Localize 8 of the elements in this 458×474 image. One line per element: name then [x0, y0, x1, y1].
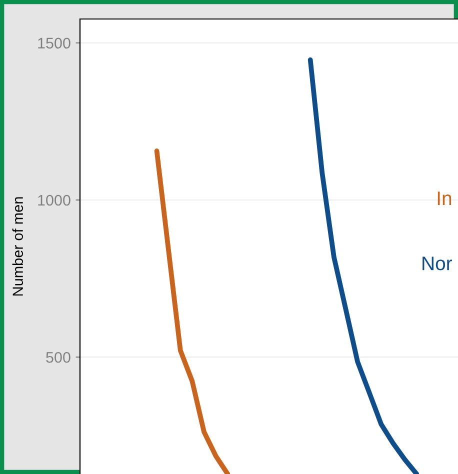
y-tick-label: 1500: [38, 38, 70, 49]
y-axis-title: Number of men: [12, 197, 23, 296]
y-tick-label: 500: [46, 352, 70, 363]
text: In: [438, 192, 452, 206]
line-series: [154, 148, 230, 474]
line-series: [308, 57, 420, 474]
text: Nor: [422, 256, 452, 270]
y-tick-label: 1000: [38, 194, 70, 206]
